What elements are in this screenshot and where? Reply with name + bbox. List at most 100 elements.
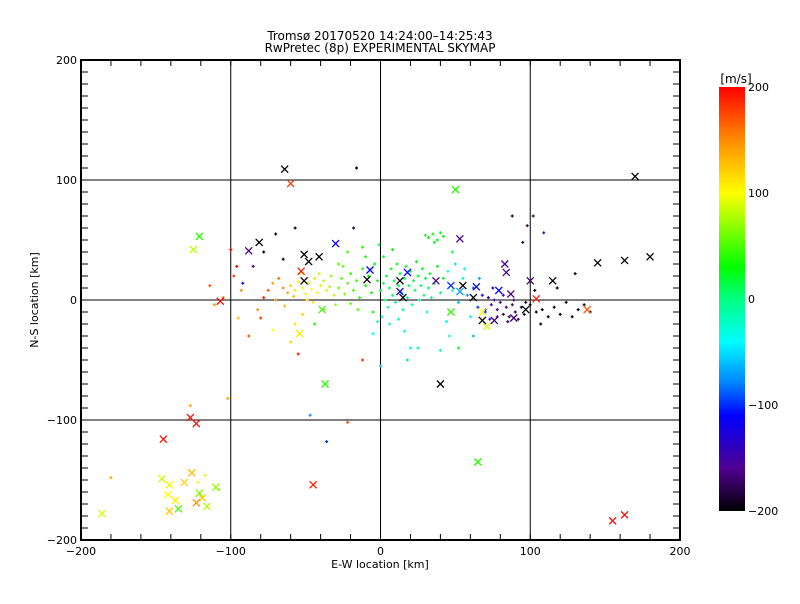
plus-marker bbox=[389, 267, 393, 271]
plus-marker bbox=[410, 303, 414, 307]
plus-marker bbox=[534, 310, 538, 314]
cross-marker bbox=[366, 266, 374, 274]
plus-marker bbox=[196, 480, 200, 484]
plus-marker bbox=[212, 303, 216, 307]
plus-marker bbox=[384, 274, 388, 278]
plus-marker bbox=[471, 334, 475, 338]
cross-marker bbox=[502, 268, 511, 277]
plus-marker bbox=[422, 293, 426, 297]
plus-marker bbox=[364, 284, 368, 288]
plus-marker bbox=[506, 320, 510, 324]
cross-marker bbox=[321, 380, 330, 388]
plus-marker bbox=[426, 236, 430, 240]
plus-marker bbox=[310, 287, 314, 291]
plus-marker bbox=[308, 413, 312, 417]
plus-marker bbox=[311, 300, 315, 304]
cross-marker bbox=[396, 276, 404, 285]
plus-marker bbox=[239, 288, 243, 292]
plus-marker bbox=[417, 298, 421, 302]
plus-marker bbox=[539, 322, 543, 326]
cross-marker bbox=[165, 507, 174, 516]
cross-marker bbox=[195, 489, 204, 498]
plus-marker bbox=[236, 316, 240, 320]
plus-marker bbox=[247, 334, 251, 338]
y-tick-label: −200 bbox=[47, 534, 77, 547]
plus-marker bbox=[390, 248, 394, 252]
plus-marker bbox=[555, 286, 559, 290]
plus-marker bbox=[317, 272, 321, 276]
plus-marker bbox=[512, 298, 516, 302]
cross-marker bbox=[192, 498, 201, 507]
plus-marker bbox=[542, 231, 546, 235]
plus-marker bbox=[435, 238, 439, 242]
x-tick-label: 200 bbox=[670, 545, 691, 558]
plus-marker bbox=[558, 312, 562, 316]
cross-marker bbox=[532, 294, 541, 303]
cross-marker bbox=[189, 245, 198, 254]
cross-marker bbox=[174, 504, 183, 513]
plus-marker bbox=[364, 255, 368, 259]
plus-marker bbox=[232, 274, 236, 278]
cross-marker bbox=[583, 305, 592, 314]
plus-marker bbox=[293, 288, 297, 292]
plus-marker bbox=[396, 284, 400, 288]
plus-marker bbox=[325, 440, 329, 444]
plus-marker bbox=[352, 226, 356, 230]
cross-marker bbox=[478, 316, 487, 325]
cross-marker bbox=[446, 308, 455, 316]
cross-marker bbox=[608, 516, 617, 525]
plus-marker bbox=[367, 274, 371, 278]
data-points bbox=[98, 165, 655, 525]
cross-marker bbox=[631, 172, 640, 181]
plus-marker bbox=[349, 302, 353, 306]
plus-marker bbox=[461, 276, 465, 280]
cross-marker bbox=[244, 246, 253, 255]
cross-marker bbox=[280, 165, 289, 174]
cross-marker bbox=[490, 316, 499, 325]
y-tick-label: −100 bbox=[47, 414, 77, 427]
plus-marker bbox=[226, 396, 230, 400]
cross-marker bbox=[363, 275, 371, 284]
plus-marker bbox=[381, 281, 385, 285]
cross-marker bbox=[309, 480, 318, 489]
plus-marker bbox=[425, 310, 429, 314]
plus-marker bbox=[337, 262, 341, 266]
cross-marker bbox=[521, 305, 530, 314]
y-tick-label: 0 bbox=[70, 294, 77, 307]
cross-marker bbox=[458, 281, 467, 290]
plus-marker bbox=[322, 279, 326, 283]
cross-marker bbox=[451, 185, 460, 194]
plus-marker bbox=[109, 476, 113, 480]
cross-marker bbox=[593, 258, 602, 267]
plus-marker bbox=[402, 276, 406, 280]
plus-marker bbox=[376, 320, 380, 324]
plus-marker bbox=[402, 329, 406, 333]
plus-marker bbox=[346, 250, 350, 254]
chart-subtitle: RwPretec (8p) EXPERIMENTAL SKYMAP bbox=[265, 41, 496, 55]
cross-marker bbox=[192, 419, 201, 428]
cross-marker bbox=[482, 322, 491, 331]
plus-marker bbox=[241, 281, 245, 285]
plus-marker bbox=[379, 364, 382, 368]
cross-marker bbox=[494, 286, 503, 295]
plus-marker bbox=[208, 284, 212, 288]
cross-marker bbox=[478, 308, 487, 316]
plus-marker bbox=[251, 264, 255, 268]
cross-marker bbox=[187, 468, 196, 477]
cross-marker bbox=[180, 478, 189, 487]
plus-marker bbox=[281, 286, 285, 290]
plus-marker bbox=[286, 291, 290, 295]
plus-marker bbox=[343, 292, 347, 296]
cross-marker bbox=[403, 268, 412, 277]
plus-marker bbox=[423, 233, 427, 237]
plus-marker bbox=[283, 304, 287, 308]
plus-marker bbox=[271, 328, 275, 332]
plus-marker bbox=[456, 300, 460, 304]
cross-marker bbox=[331, 239, 340, 248]
plus-marker bbox=[407, 284, 411, 288]
plus-marker bbox=[355, 166, 359, 170]
plus-marker bbox=[387, 322, 391, 326]
plus-marker bbox=[492, 298, 496, 302]
x-tick-label: −200 bbox=[66, 545, 96, 558]
